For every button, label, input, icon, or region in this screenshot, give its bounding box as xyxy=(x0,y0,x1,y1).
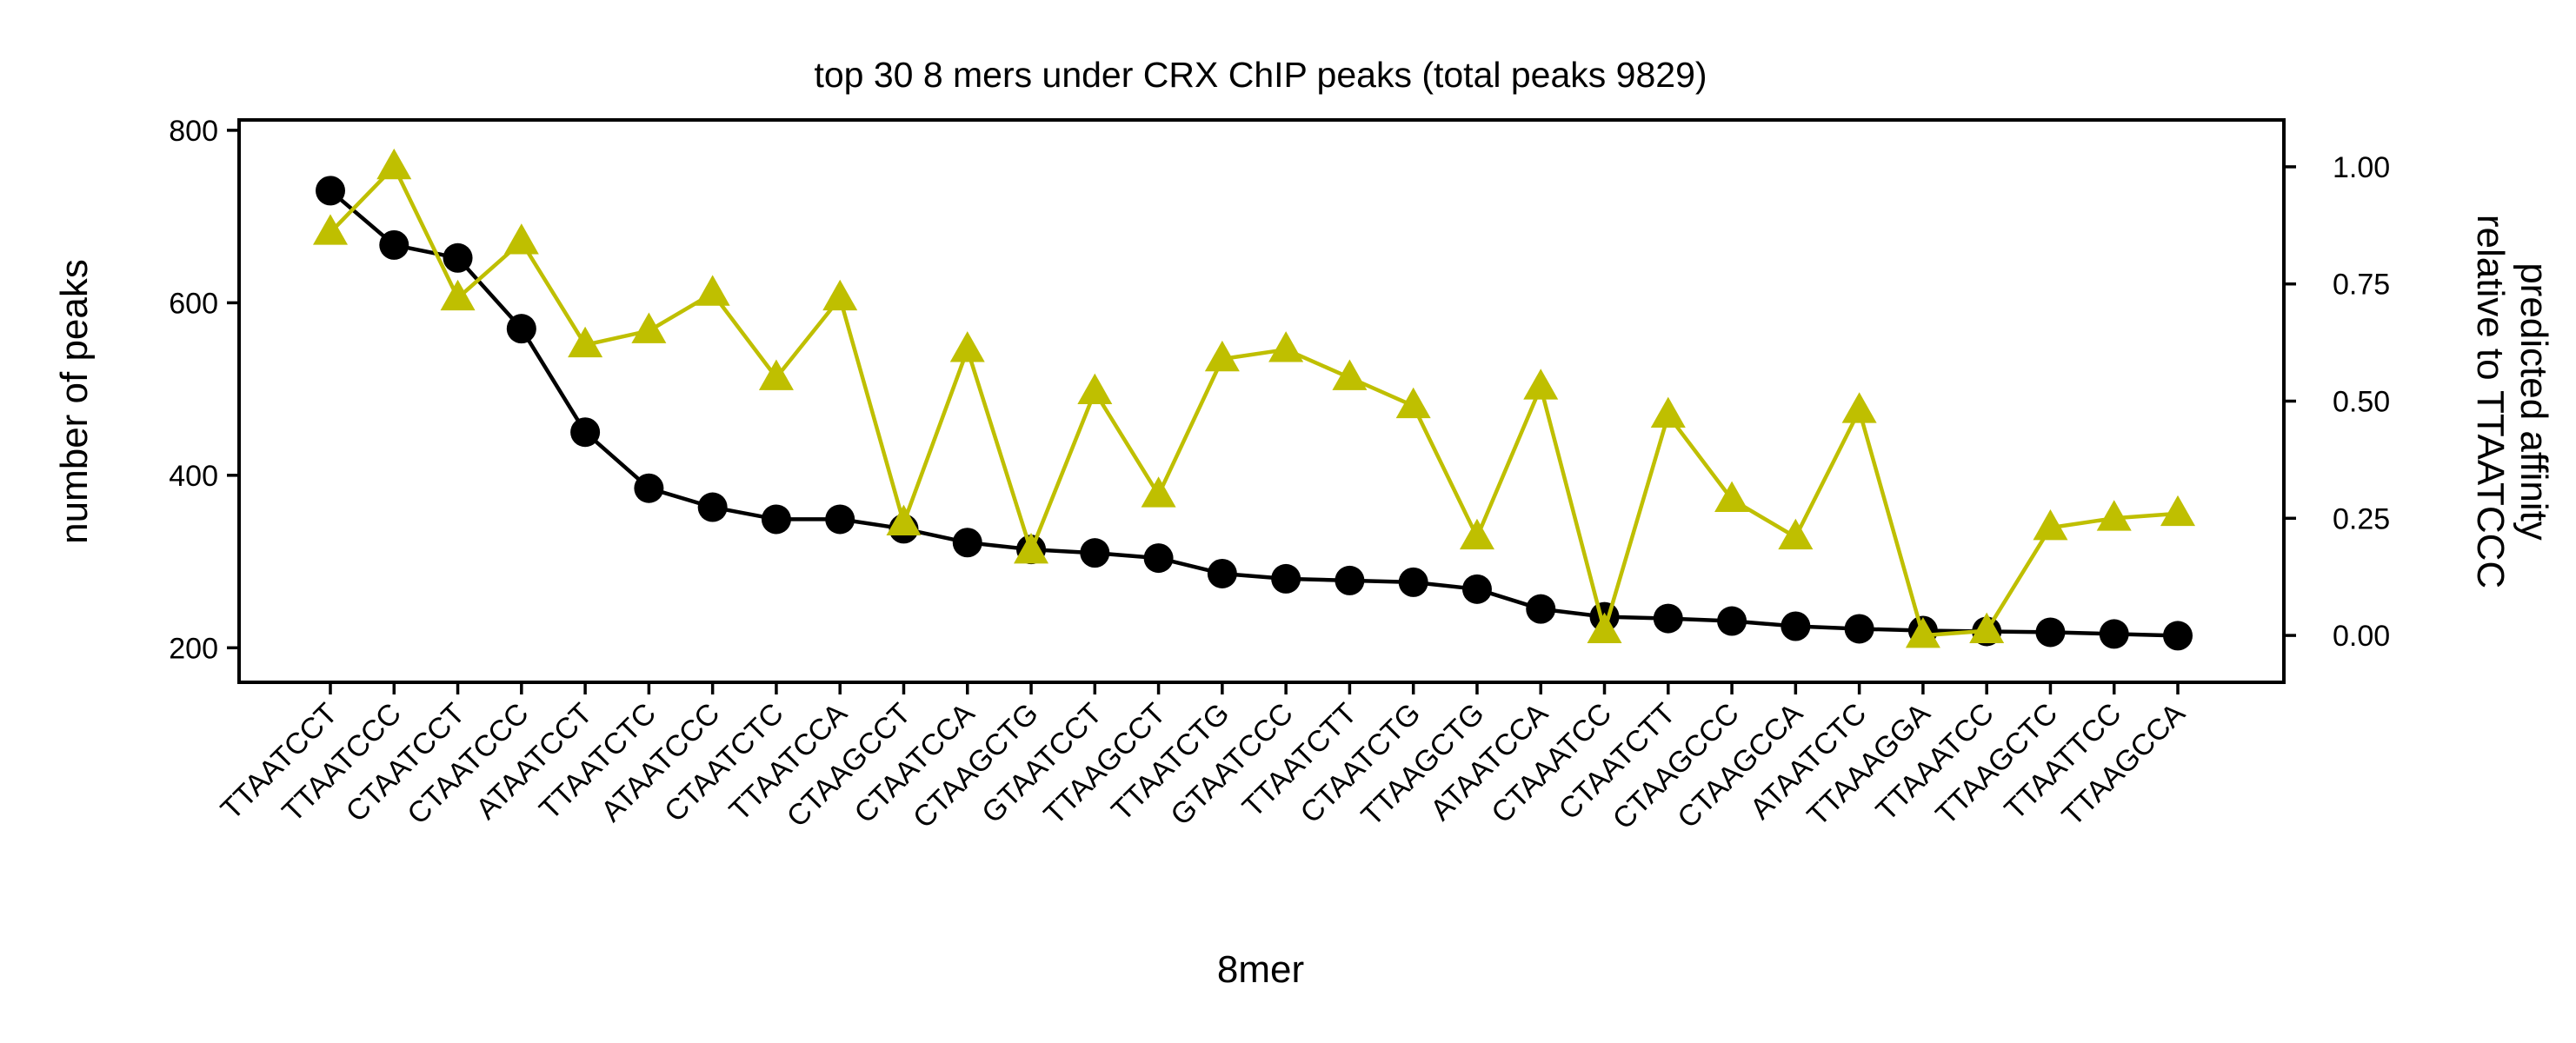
left-y-axis: 200 400 600 800 xyxy=(169,115,239,665)
data-point xyxy=(1653,603,1683,634)
data-point xyxy=(1905,617,1940,648)
data-point xyxy=(2035,617,2066,648)
data-point xyxy=(1969,612,2005,643)
data-point xyxy=(1844,614,1874,644)
y2-axis-label-line-1: predicted affinity xyxy=(2513,262,2555,541)
data-point xyxy=(2160,495,2195,527)
data-point xyxy=(1841,392,1877,423)
data-point xyxy=(952,528,982,558)
data-point xyxy=(1141,476,1176,508)
left-y-tick-label: 200 xyxy=(169,632,218,665)
data-point xyxy=(1204,340,1240,372)
data-point xyxy=(1268,331,1304,362)
plot-frame xyxy=(237,118,2286,684)
data-point xyxy=(1335,565,1365,595)
x-axis: TTAATCCTTTAATCCCCTAATCCTCTAATCCCATAATCCT… xyxy=(215,682,2192,836)
data-point xyxy=(568,326,603,358)
data-point xyxy=(1014,532,1049,564)
data-point xyxy=(761,504,791,535)
right-y-tick-label: 0.25 xyxy=(2333,502,2390,535)
data-point xyxy=(379,229,409,260)
data-point xyxy=(2096,500,2132,531)
data-point xyxy=(503,223,539,255)
data-point xyxy=(1526,594,1556,624)
data-point xyxy=(825,504,855,535)
right-y-tick-label: 1.00 xyxy=(2333,151,2390,184)
data-point xyxy=(1461,574,1492,604)
series-line xyxy=(329,189,2179,638)
data-point xyxy=(1523,369,1559,400)
data-point xyxy=(634,473,664,503)
data-point xyxy=(886,504,922,535)
data-point xyxy=(440,279,476,311)
series-1 xyxy=(316,176,2193,651)
data-point xyxy=(2033,508,2068,541)
data-point xyxy=(1717,606,1747,636)
left-y-tick-label: 600 xyxy=(169,287,218,320)
data-point xyxy=(1271,563,1301,594)
data-point xyxy=(443,242,473,273)
data-point xyxy=(2099,619,2129,649)
data-point xyxy=(376,148,412,180)
data-point xyxy=(695,275,730,306)
data-point xyxy=(949,331,985,362)
y2-axis-label: predicted affinity relative to TTAATCCC xyxy=(2469,215,2555,588)
data-point xyxy=(1587,612,1622,643)
data-point xyxy=(1207,558,1237,588)
y-axis-label: number of peaks xyxy=(53,259,96,544)
series-2 xyxy=(313,148,2195,648)
right-y-tick-label: 0.00 xyxy=(2333,620,2390,653)
data-point xyxy=(1650,396,1686,428)
data-point xyxy=(1459,518,1494,550)
data-point xyxy=(316,176,345,206)
data-point xyxy=(1778,518,1814,550)
data-point xyxy=(758,359,794,390)
data-point xyxy=(1781,611,1811,641)
data-point xyxy=(1077,373,1113,404)
right-y-tick-label: 0.75 xyxy=(2333,269,2390,302)
data-point xyxy=(1080,538,1110,568)
data-point xyxy=(570,417,601,448)
right-y-tick-label: 0.50 xyxy=(2333,386,2390,419)
plot-area xyxy=(313,148,2195,651)
data-point xyxy=(631,312,667,343)
left-y-tick-label: 400 xyxy=(169,460,218,493)
data-point xyxy=(1332,359,1368,390)
data-point xyxy=(313,214,348,245)
data-point xyxy=(1143,543,1174,574)
data-point xyxy=(2163,621,2193,651)
data-point xyxy=(1395,387,1431,419)
data-point xyxy=(1714,481,1750,513)
x-axis-label: 8mer xyxy=(1217,948,1304,991)
data-point xyxy=(1398,567,1428,597)
data-point xyxy=(822,279,858,311)
data-point xyxy=(506,314,536,344)
chart-title: top 30 8 mers under CRX ChIP peaks (tota… xyxy=(814,55,1707,95)
left-y-tick-label: 800 xyxy=(169,115,218,148)
data-point xyxy=(697,492,728,522)
y2-axis-label-line-2: relative to TTAATCCC xyxy=(2469,215,2512,588)
right-y-axis: 0.00 0.25 0.50 0.75 1.00 xyxy=(2284,151,2390,653)
series-line xyxy=(329,164,2179,638)
